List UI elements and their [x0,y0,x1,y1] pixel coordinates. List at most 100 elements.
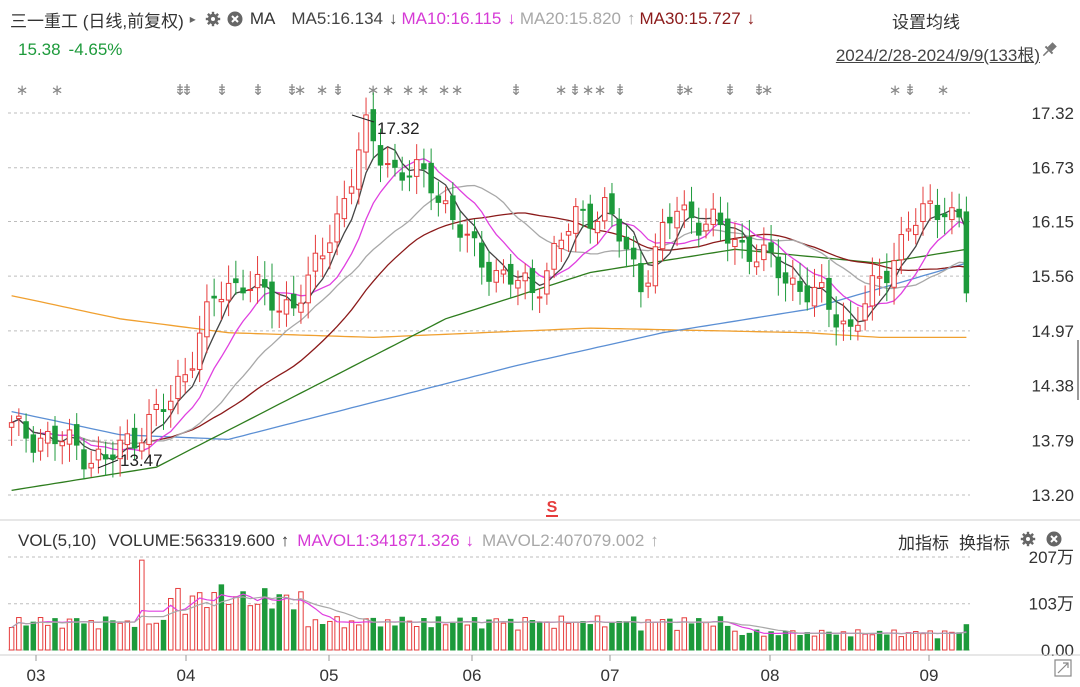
volume-bar [652,621,659,651]
candle-body [211,295,217,299]
candle-body [623,236,630,250]
volume-close-icon[interactable] [1046,531,1062,552]
volume-bar [247,605,254,651]
volume-bar [95,628,102,651]
candle-body [493,270,499,283]
volume-bar [493,618,499,651]
date-axis: 03 04 05 06 07 08 09 [0,654,1080,685]
pin-icon[interactable] [1040,41,1058,64]
candle-body [413,159,420,177]
close-icon[interactable] [227,11,243,27]
candle-body [573,206,579,234]
volume-bar [153,622,160,651]
gear-icon[interactable] [205,11,221,27]
ma-legend-row: 三一重工 (日线,前复权) ▸ MA MA5:16.134 ↓ MA10:16.… [0,6,755,32]
candle-body [898,234,905,261]
expand-arrow-icon[interactable]: ▸ [189,12,196,26]
volume-bar [696,618,702,651]
signal-s-icon[interactable]: S [547,499,558,516]
marker-glyph: ⇟ [674,82,687,99]
marker-glyph: ⇟ [181,82,194,99]
candle-body [833,314,839,328]
marker-glyph: ⇟ [286,82,299,99]
volume-tick-label: 207万 [1029,548,1074,567]
volume-bar [934,638,941,651]
candle-body [732,238,738,248]
volume-bar [110,620,116,651]
month-tick-label: 06 [463,666,482,685]
volume-bar [638,630,644,651]
switch-indicator-button[interactable]: 换指标 [959,533,1010,553]
volume-bar [471,617,478,651]
add-indicator-button[interactable]: 加指标 [898,533,949,553]
volume-bar [913,631,919,651]
candle-body [146,413,152,445]
volume-bar [782,631,789,651]
candle-body [652,246,659,287]
candle-body [630,247,637,260]
fullscreen-frame [1054,659,1072,677]
candle-body [818,282,825,288]
fullscreen-icon[interactable] [1054,659,1072,677]
candle-body [88,462,94,469]
marker-glyph: ∗ [316,82,329,99]
marker-glyph: ⇟ [216,82,229,99]
vol-label[interactable]: VOL(5,10) [18,531,97,550]
candle-body [45,430,51,444]
ma60-polyline [11,248,967,492]
candle-body [862,303,868,321]
candle-body [565,231,572,236]
candle-body [507,263,514,285]
candle-body [327,242,333,253]
volume-bar [160,619,167,651]
volume-bar [168,597,174,651]
marker-glyph: ∗ [582,82,595,99]
volume-bar [739,634,745,651]
volume-bar [348,620,355,651]
volume-bar [667,618,673,651]
candle-body [66,429,73,445]
volume-bar [826,631,832,651]
ma-settings-link[interactable]: 设置均线 [892,13,960,32]
volume-bar [746,632,753,651]
date-range[interactable]: 2024/2/28-2024/9/9(133根) [835,46,1040,65]
volume-bar [66,618,73,651]
marker-glyph: ⇟ [252,82,265,99]
volume-bar [139,559,145,651]
volume-bar [768,631,774,651]
candle-body [276,310,282,313]
volume-bar [81,623,87,651]
volume-bar [131,626,138,651]
marker-glyph: ⇟ [332,82,345,99]
ma20-line [11,184,967,445]
ma5-line [11,146,968,461]
volume-bar [457,617,463,651]
volume-bar [450,622,456,651]
annotation-arrow [97,459,119,469]
candle-body [102,454,109,460]
volume-bar [442,624,449,651]
volume-bar [855,629,861,651]
volume-bar [536,621,543,651]
candle-body [160,409,167,412]
candle-body [717,212,724,226]
candle-body [558,239,565,250]
volume-bar [102,616,109,651]
volume-bar [703,621,709,651]
volume-header: VOL(5,10) VOLUME:563319.600 ↑ MAVOL1:341… [0,528,659,554]
volume-bar [312,619,319,651]
volume-tick-label: 103万 [1029,595,1074,614]
volume-bar [218,584,225,651]
volume-bar [406,620,413,651]
volume-bar [37,617,44,651]
candle-body [927,200,933,204]
volume-bar [45,624,51,651]
mavol1-value: MAVOL1:341871.326 [297,531,460,550]
volume-bar [370,617,377,651]
volume-bar [204,607,210,651]
ma10-value: MA10:16.115 [401,9,502,28]
chevron-down-icon[interactable]: ⌄ [947,10,958,24]
volume-gear-icon[interactable] [1020,531,1036,552]
stock-title[interactable]: 三一重工 (日线,前复权) [10,11,184,31]
